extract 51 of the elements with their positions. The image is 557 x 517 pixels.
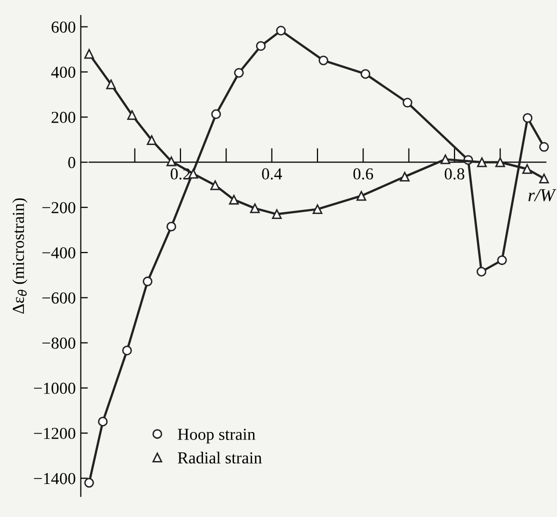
point: [477, 157, 487, 168]
point: [106, 79, 116, 90]
y-tick-label: −1200: [34, 428, 76, 440]
point: [166, 156, 176, 166]
point: [400, 172, 410, 182]
y-tick-label: 600: [52, 21, 76, 33]
point: [142, 276, 152, 286]
point: [522, 164, 532, 174]
point: [211, 109, 221, 120]
y-tick-label: −400: [42, 247, 76, 258]
point: [98, 416, 108, 426]
y-tick-label: 200: [52, 112, 76, 124]
x-tick-label: 0.8: [444, 168, 464, 180]
point: [539, 142, 549, 152]
legend-label: Hoop strain: [178, 428, 256, 444]
y-axis-title: Δε$_{θ}$ (microstrain): [12, 198, 28, 314]
point: [250, 203, 260, 214]
point: [276, 26, 286, 36]
point: [312, 204, 322, 214]
point: [256, 41, 266, 51]
point: [476, 266, 486, 277]
point: [146, 135, 157, 145]
x-tick-label: 0.6: [353, 168, 374, 180]
point: [84, 478, 94, 488]
point: [497, 255, 507, 266]
x-tick-label: 0.4: [262, 168, 282, 180]
y-tick-label: 0: [68, 156, 76, 168]
point: [166, 222, 176, 232]
point: [210, 180, 220, 190]
point: [127, 110, 137, 120]
point: [234, 68, 244, 78]
y-tick-label: −200: [42, 202, 76, 214]
point: [318, 56, 328, 66]
y-tick-label: 400: [51, 66, 76, 78]
point: [356, 191, 366, 201]
point: [272, 209, 282, 220]
y-tick-label: −600: [42, 292, 76, 304]
y-tick-label: −1400: [34, 472, 76, 484]
point: [402, 98, 412, 108]
point: [360, 69, 370, 79]
y-tick-label: −1000: [34, 382, 76, 394]
point: [84, 49, 94, 59]
legend-label: Radial strain: [178, 452, 262, 464]
y-tick-label: −800: [42, 338, 76, 349]
point: [539, 174, 549, 184]
point: [440, 154, 450, 164]
point: [522, 113, 532, 123]
point: [122, 346, 132, 356]
x-axis-title: r/W: [528, 189, 556, 202]
point: [229, 194, 239, 205]
point: [495, 157, 506, 168]
